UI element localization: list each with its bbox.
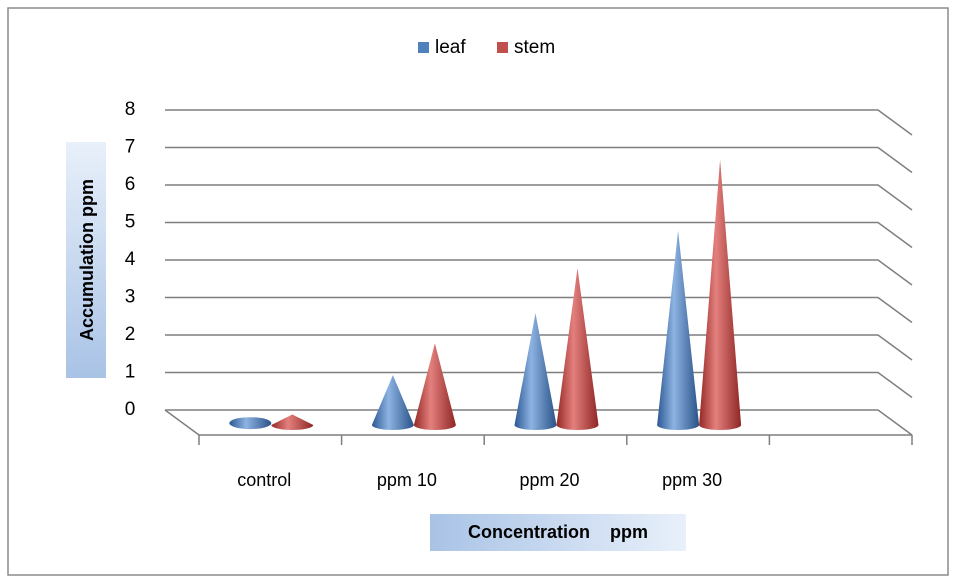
cone: [271, 414, 314, 430]
grid-line: [165, 371, 913, 399]
grid-line: [165, 146, 913, 174]
cone: [556, 268, 599, 430]
y-tick-label: 4: [125, 249, 136, 270]
y-tick-label: 2: [125, 324, 136, 345]
grid-line: [165, 334, 913, 361]
grid-line: [165, 184, 913, 211]
y-tick-label: 1: [125, 362, 136, 383]
cone: [371, 375, 414, 430]
y-tick-label: 7: [125, 137, 136, 158]
cone: [699, 159, 742, 430]
grid-line: [165, 296, 913, 324]
y-tick-label: 3: [125, 287, 136, 308]
grid-line: [165, 221, 913, 249]
legend-label: stem: [514, 37, 555, 58]
grid-line: [165, 109, 913, 136]
cone: [413, 343, 456, 430]
x-tick-label: ppm 30: [662, 470, 722, 490]
x-axis-title: Concentration ppm: [468, 522, 648, 542]
x-tick-label: ppm 20: [519, 470, 579, 490]
y-tick-label: 5: [125, 212, 136, 233]
y-axis-title: Accumulation ppm: [77, 179, 97, 341]
legend-swatch: [497, 42, 508, 53]
x-axis-title-box: [430, 514, 686, 551]
y-tick-label: 8: [125, 99, 136, 120]
x-tick-label: control: [237, 470, 291, 490]
x-tick-label: ppm 10: [377, 470, 437, 490]
legend-label: leaf: [435, 37, 466, 58]
y-axis-title-box: [66, 142, 106, 378]
cone: [229, 417, 272, 430]
legend-swatch: [418, 42, 429, 53]
y-tick-label: 0: [125, 399, 136, 420]
grid-line: [165, 259, 913, 286]
cone: [657, 230, 700, 430]
cone: [514, 313, 557, 430]
y-tick-label: 6: [125, 174, 136, 195]
chart-border: [7, 7, 949, 576]
